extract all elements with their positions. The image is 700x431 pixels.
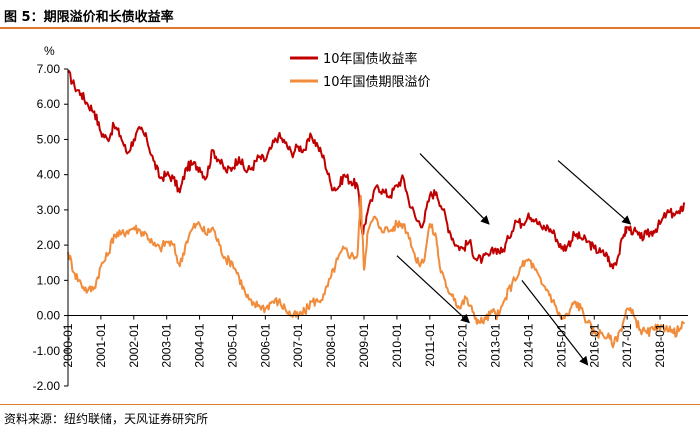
y-axis-unit: % [44, 44, 55, 58]
x-tick-label: 2001-01 [94, 323, 108, 367]
x-tick-label: 2014-01 [521, 323, 535, 367]
y-tick-label: -1.00 [33, 344, 61, 358]
x-tick-label: 2018-01 [653, 323, 667, 367]
trend-arrow [396, 255, 471, 324]
y-tick-label: 0.00 [37, 309, 61, 323]
x-tick-label: 2017-01 [620, 323, 634, 367]
y-tick-label: 4.00 [37, 168, 61, 182]
y-tick-label: -2.00 [33, 379, 61, 393]
x-tick-label: 2006-01 [258, 323, 272, 367]
x-tick-label: 2009-01 [357, 323, 371, 367]
x-tick-label: 2005-01 [225, 323, 239, 367]
line-chart: % 7.00 6.00 5.00 4.00 3.00 2.00 1.00 0.00 -1.00 -… [33, 44, 688, 393]
source-note: 资料来源：纽约联储，天风证券研究所 [4, 412, 209, 426]
chart-title: 图 5：期限溢价和长债收益率 [4, 10, 174, 25]
x-tick-label: 2000-01 [61, 323, 75, 367]
x-tick-label: 2007-01 [291, 323, 305, 367]
trend-arrow [557, 160, 632, 225]
y-tick-label: 3.00 [37, 203, 61, 217]
series-line-premium [67, 194, 686, 349]
title-divider [0, 27, 700, 29]
y-tick-label: 7.00 [37, 62, 61, 76]
y-tick-label: 1.00 [37, 273, 61, 287]
x-tick-label: 2010-01 [390, 323, 404, 367]
trend-arrow [521, 279, 589, 366]
footer-divider [0, 404, 700, 405]
legend-label-yield: 10年国债收益率 [323, 51, 418, 67]
x-tick-label: 2002-01 [127, 323, 141, 367]
x-tick-label: 2015-01 [554, 323, 568, 367]
trend-arrow [419, 153, 490, 225]
legend-label-premium: 10年国债期限溢价 [323, 75, 431, 90]
x-tick-label: 2011-01 [423, 323, 437, 366]
x-tick-label: 2013-01 [489, 323, 503, 367]
series-line-yield [67, 70, 686, 270]
x-tick-label: 2004-01 [193, 323, 207, 367]
y-tick-label: 6.00 [37, 97, 61, 111]
y-tick-label: 2.00 [37, 238, 61, 252]
x-tick-label: 2003-01 [160, 323, 174, 367]
x-tick-label: 2016-01 [587, 323, 601, 367]
x-tick-label: 2012-01 [456, 323, 470, 367]
x-tick-label: 2008-01 [324, 323, 338, 367]
y-tick-label: 5.00 [37, 132, 61, 146]
